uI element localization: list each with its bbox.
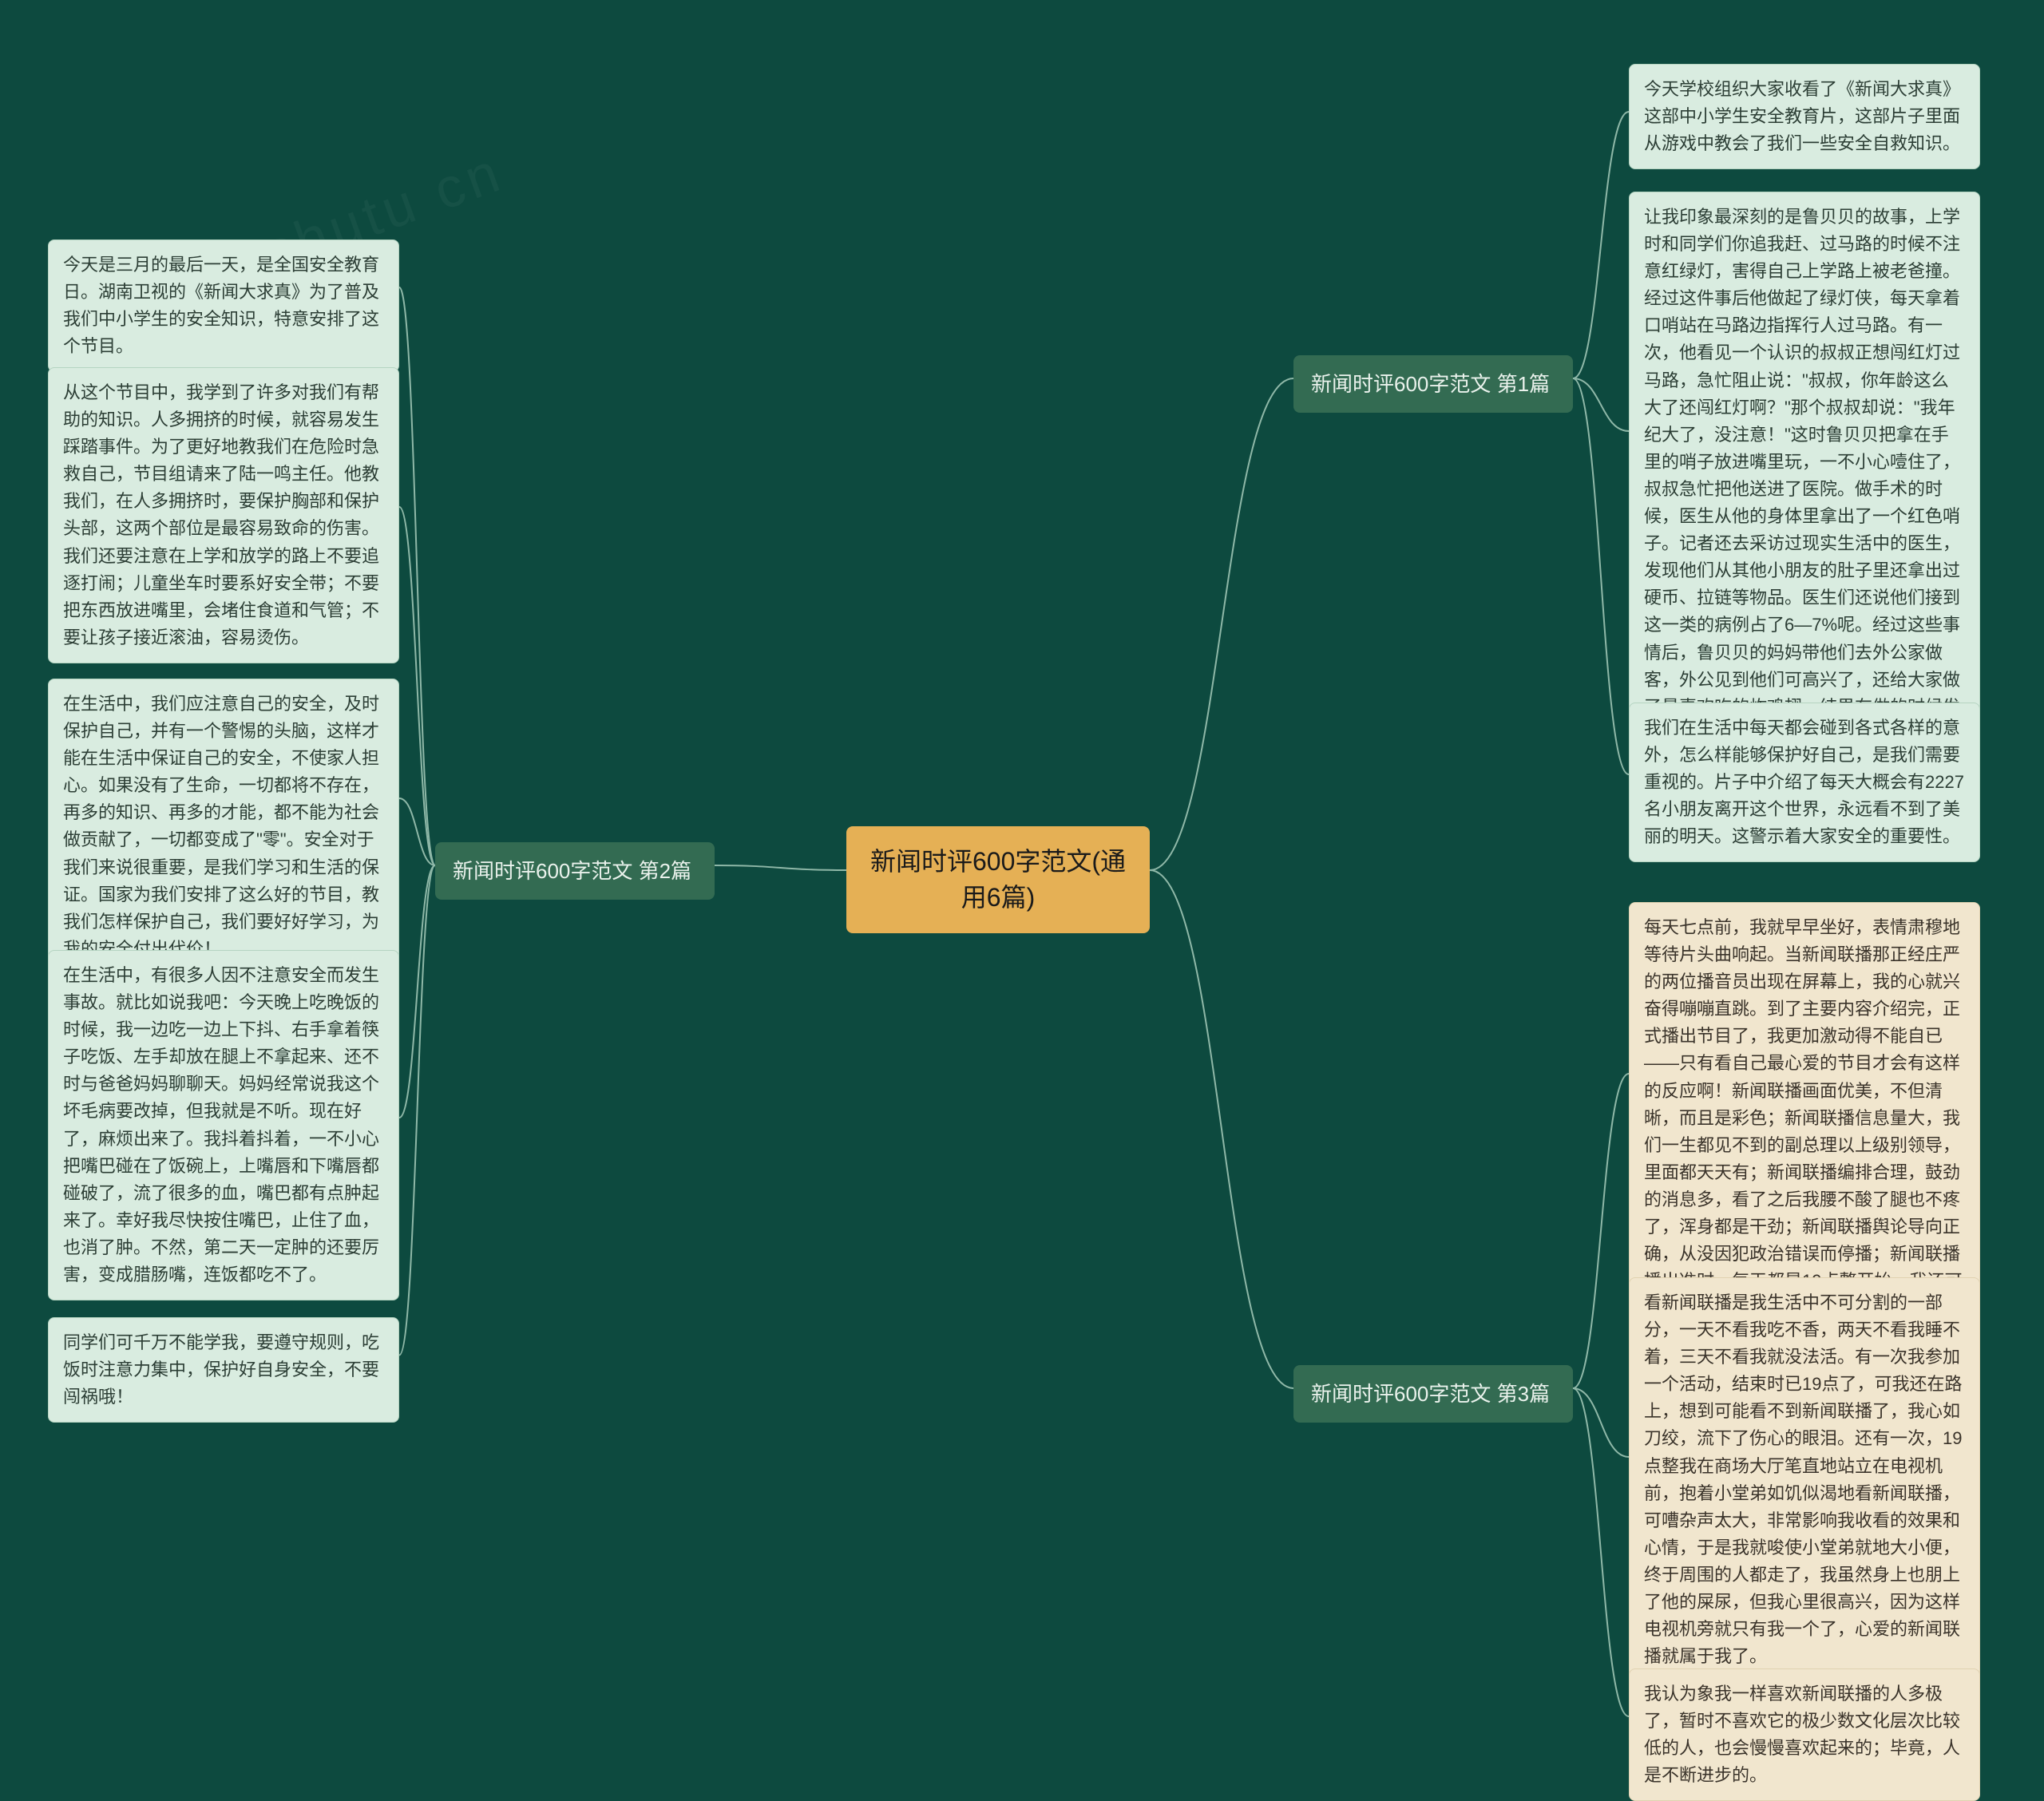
mindmap-canvas: 树图 shutu cn shutu cn 树图 新闻时评600字范文(通用6篇)… — [0, 0, 2044, 1795]
leaf-node[interactable]: 我们在生活中每天都会碰到各式各样的意外，怎么样能够保护好自己，是我们需要重视的。… — [1629, 703, 1980, 862]
branch-node[interactable]: 新闻时评600字范文 第2篇 — [435, 842, 715, 900]
leaf-node[interactable]: 我认为象我一样喜欢新闻联播的人多极了，暂时不喜欢它的极少数文化层次比较低的人，也… — [1629, 1668, 1980, 1801]
root-node[interactable]: 新闻时评600字范文(通用6篇) — [846, 826, 1150, 933]
leaf-node[interactable]: 今天学校组织大家收看了《新闻大求真》这部中小学生安全教育片，这部片子里面从游戏中… — [1629, 64, 1980, 169]
leaf-node[interactable]: 同学们可千万不能学我，要遵守规则，吃饭时注意力集中，保护好自身安全，不要闯祸哦！ — [48, 1317, 399, 1423]
leaf-node[interactable]: 看新闻联播是我生活中不可分割的一部分，一天不看我吃不香，两天不看我睡不着，三天不… — [1629, 1277, 1980, 1682]
leaf-node[interactable]: 今天是三月的最后一天，是全国安全教育日。湖南卫视的《新闻大求真》为了普及我们中小… — [48, 239, 399, 372]
branch-node[interactable]: 新闻时评600字范文 第3篇 — [1293, 1365, 1573, 1423]
leaf-node[interactable]: 从这个节目中，我学到了许多对我们有帮助的知识。人多拥挤的时候，就容易发生踩踏事件… — [48, 367, 399, 663]
leaf-node[interactable]: 在生活中，有很多人因不注意安全而发生事故。就比如说我吧：今天晚上吃晚饭的时候，我… — [48, 950, 399, 1300]
leaf-node[interactable]: 在生活中，我们应注意自己的安全，及时保护自己，并有一个警惕的头脑，这样才能在生活… — [48, 679, 399, 975]
branch-node[interactable]: 新闻时评600字范文 第1篇 — [1293, 355, 1573, 413]
leaf-node[interactable]: 让我印象最深刻的是鲁贝贝的故事，上学时和同学们你追我赶、过马路的时候不注意红绿灯… — [1629, 192, 1980, 787]
